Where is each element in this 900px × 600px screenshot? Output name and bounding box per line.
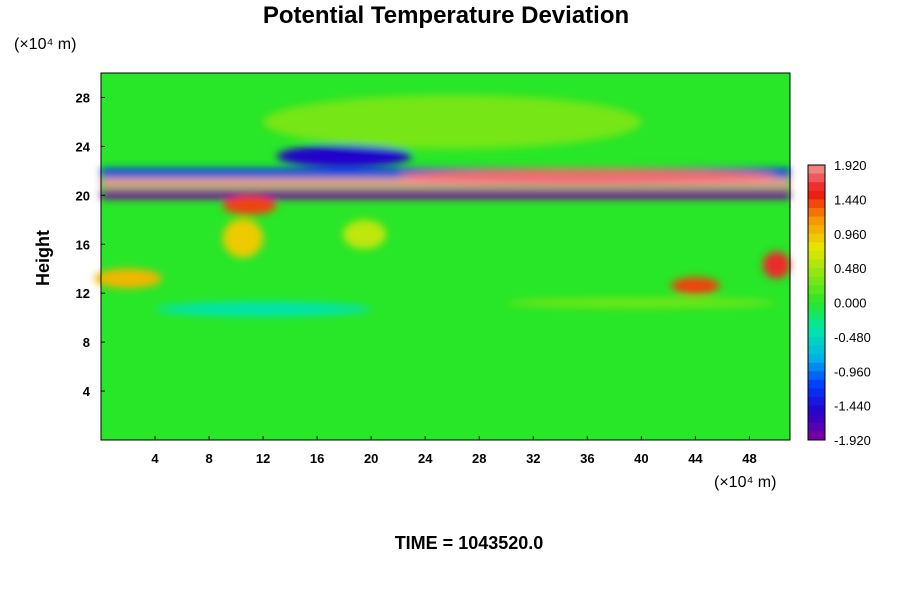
colorbar-tick-label: -0.480 <box>834 330 871 345</box>
colorbar-swatch <box>808 250 825 261</box>
colorbar-swatch <box>808 422 825 432</box>
colorbar-swatch <box>808 199 825 209</box>
colorbar-swatch <box>808 354 825 364</box>
heatmap-band <box>101 190 790 200</box>
colorbar-swatch <box>808 233 825 243</box>
colorbar-swatch <box>808 431 825 441</box>
colorbar-swatch <box>808 345 825 355</box>
colorbar-swatch <box>808 371 825 381</box>
x-tick-label: 32 <box>526 451 540 466</box>
x-tick-label: 36 <box>580 451 594 466</box>
colorbar-swatch <box>808 311 825 321</box>
y-tick-label: 12 <box>76 286 90 301</box>
colorbar-swatch <box>808 388 825 398</box>
time-label: TIME = 1043520.0 <box>395 533 544 553</box>
heatmap-blob <box>276 145 412 168</box>
colorbar-swatch <box>808 259 825 269</box>
colorbar-tick-label: 0.000 <box>834 296 867 311</box>
x-tick-label: 40 <box>634 451 648 466</box>
colorbar-swatch <box>808 414 825 424</box>
colorbar-swatch <box>808 268 825 278</box>
y-tick-label: 4 <box>83 384 91 399</box>
x-tick-label: 12 <box>256 451 270 466</box>
colorbar-swatch <box>808 379 825 389</box>
colorbar-swatch <box>808 182 825 192</box>
x-tick-label: 8 <box>205 451 212 466</box>
heatmap-blob <box>155 301 372 317</box>
colorbar-swatch <box>808 302 825 312</box>
colorbar-tick-label: 0.480 <box>834 261 867 276</box>
plot-area <box>94 72 791 441</box>
colorbar-swatch <box>808 165 825 175</box>
heatmap-blob <box>342 219 387 250</box>
heatmap-features <box>94 95 790 317</box>
heatmap-blob <box>398 168 777 184</box>
heatmap-band <box>101 178 790 188</box>
colorbar-swatch <box>808 190 825 200</box>
heatmap-blob <box>506 298 777 308</box>
colorbar-swatch <box>808 276 825 286</box>
y-axis-ticks: 4 8 12 16 20 24 28 <box>76 90 105 399</box>
colorbar-swatch <box>808 362 825 372</box>
colorbar-labels: 1.920 1.440 0.960 0.480 0.000 -0.480 -0.960 -1.… <box>834 158 871 448</box>
colorbar-swatch <box>808 225 825 235</box>
heatmap-blob <box>94 268 162 289</box>
colorbar <box>807 164 826 441</box>
colorbar-swatch <box>808 293 825 303</box>
colorbar-swatch <box>808 319 825 329</box>
colorbar-swatch <box>808 405 825 415</box>
colorbar-tick-label: 1.440 <box>834 192 867 207</box>
colorbar-tick-label: -1.440 <box>834 399 871 414</box>
x-tick-label: 28 <box>472 451 486 466</box>
heatmap-blob <box>263 95 642 149</box>
colorbar-swatch <box>808 216 825 226</box>
y-tick-label: 28 <box>76 90 90 105</box>
y-tick-label: 16 <box>76 237 90 252</box>
colorbar-tick-label: 1.920 <box>834 158 867 173</box>
plot-frame <box>100 72 791 441</box>
chart-title: Potential Temperature Deviation <box>263 2 629 29</box>
x-tick-label: 48 <box>742 451 756 466</box>
y-tick-label: 20 <box>76 188 90 203</box>
x-tick-label: 20 <box>364 451 378 466</box>
colorbar-frame <box>807 164 826 441</box>
x-tick-label: 24 <box>418 451 433 466</box>
heatmap-blob <box>671 277 720 295</box>
colorbar-swatch <box>808 336 825 346</box>
y-axis-label: Height <box>33 230 53 286</box>
colorbar-swatch <box>808 397 825 407</box>
y-tick-label: 8 <box>83 335 90 350</box>
x-axis-unit: (×10⁴ m) <box>714 474 776 491</box>
colorbar-swatch <box>808 328 825 338</box>
y-axis-unit: (×10⁴ m) <box>14 36 76 53</box>
colorbar-swatch <box>808 173 825 183</box>
colorbar-swatch <box>808 285 825 295</box>
heatmap-blob <box>222 218 264 258</box>
colorbar-swatch <box>808 242 825 252</box>
colorbar-swatch <box>808 207 825 218</box>
colorbar-tick-label: -1.920 <box>834 433 871 448</box>
x-tick-label: 4 <box>151 451 159 466</box>
colorbar-tick-label: 0.960 <box>834 227 867 242</box>
x-tick-label: 44 <box>688 451 703 466</box>
heatmap-blob <box>762 251 790 279</box>
x-tick-label: 16 <box>310 451 324 466</box>
x-axis-ticks: 4 8 12 16 20 24 28 32 36 40 44 48 <box>151 436 757 466</box>
colorbar-tick-label: -0.960 <box>834 364 871 379</box>
y-tick-label: 24 <box>76 139 91 154</box>
heatmap-blob <box>222 195 277 215</box>
